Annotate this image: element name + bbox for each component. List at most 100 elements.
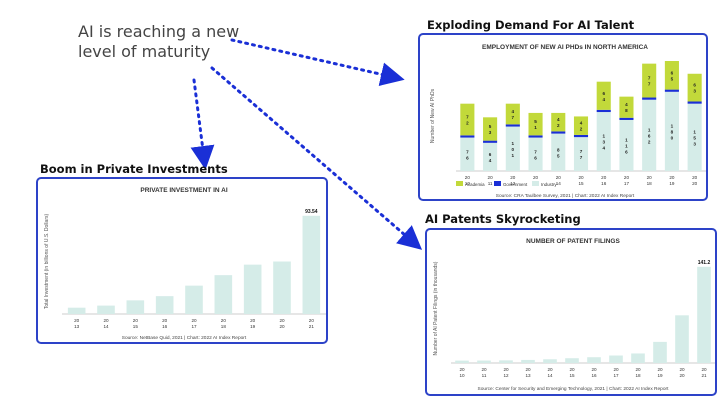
legend-label: Academia [465, 182, 485, 187]
data-label-digit: 7 [512, 115, 515, 120]
bar [631, 353, 645, 363]
bar-government [528, 135, 543, 138]
x-tick-label: 20 [692, 181, 698, 186]
data-label-digit: 3 [489, 130, 492, 135]
bar-academia [460, 103, 475, 136]
x-tick-label: 21 [701, 373, 707, 378]
bar [67, 307, 86, 314]
x-tick-label: 17 [613, 373, 619, 378]
legend-label: Industry [541, 182, 557, 187]
x-tick-label: 18 [635, 373, 641, 378]
x-tick-label: 20 [657, 367, 663, 372]
x-tick-label: 11 [482, 373, 487, 378]
data-label-digit: 7 [648, 82, 651, 87]
x-tick-label: 18 [647, 181, 653, 186]
data-label-digit: 7 [648, 76, 651, 81]
bar [609, 355, 623, 363]
data-label-digit: 4 [602, 97, 605, 102]
bar [214, 275, 233, 314]
x-tick-label: 20 [624, 175, 630, 180]
x-tick-label: 14 [547, 373, 553, 378]
data-label-digit: 6 [489, 152, 492, 157]
arrow-to-talent [230, 38, 405, 87]
data-label-digit: 6 [648, 133, 651, 138]
chart-title: PRIVATE INVESTMENT IN AI [140, 187, 227, 194]
x-tick-label: 10 [459, 373, 465, 378]
x-tick-label: 17 [624, 181, 630, 186]
data-label-digit: 8 [671, 129, 674, 134]
bar-industry [573, 137, 589, 171]
data-label-digit: 2 [557, 123, 560, 128]
data-label-digit: 1 [625, 143, 628, 148]
bar-industry [528, 137, 543, 171]
bar-academia [619, 96, 634, 118]
x-tick-label: 20 [635, 367, 641, 372]
data-label-digit: 1 [625, 137, 628, 142]
x-tick-label: 20 [510, 175, 516, 180]
data-label-digit: 7 [580, 149, 583, 154]
bar-academia [664, 61, 679, 90]
bar-government [664, 89, 679, 92]
data-label-digit: 1 [602, 134, 605, 139]
x-tick-label: 20 [250, 318, 256, 323]
x-tick-label: 16 [601, 181, 607, 186]
section-title-talent: Exploding Demand For AI Talent [427, 18, 635, 32]
bar [185, 285, 203, 314]
x-tick-label: 14 [103, 324, 109, 329]
bar-academia [573, 116, 589, 135]
arrow-to-investments [190, 78, 215, 170]
x-tick-label: 20 [547, 367, 553, 372]
x-tick-label: 12 [510, 181, 516, 186]
x-tick-label: 20 [309, 318, 315, 323]
y-axis-label: Number of AI Patent Filings (in thousand… [433, 261, 439, 355]
chart-title: EMPLOYMENT OF NEW AI PHDs IN NORTH AMERI… [482, 44, 648, 51]
data-label-digit: 3 [602, 140, 605, 145]
x-tick-label: 20 [647, 175, 653, 180]
bar-industry [505, 126, 520, 171]
x-tick-label: 20 [692, 175, 698, 180]
x-tick-label: 20 [701, 367, 707, 372]
data-label-digit: 4 [557, 117, 560, 122]
bar-academia [642, 63, 657, 98]
x-tick-label: 20 [569, 367, 575, 372]
legend-label: Government [503, 182, 528, 187]
bar-industry [664, 91, 679, 171]
x-tick-label: 20 [162, 318, 168, 323]
x-tick-label: 15 [578, 181, 584, 186]
data-label-digit: 4 [602, 146, 605, 151]
x-tick-label: 20 [669, 175, 675, 180]
data-label-digit: 5 [489, 124, 492, 129]
data-label-digit: 8 [625, 108, 628, 113]
data-label-digit: 6 [534, 155, 537, 160]
bar [675, 315, 689, 363]
data-label-digit: 2 [580, 127, 583, 132]
data-label-digit: 0 [512, 147, 515, 152]
data-label-digit: 6 [625, 149, 628, 154]
bar [543, 359, 557, 363]
data-label-digit: 5 [671, 76, 674, 81]
data-label-digit: 6 [466, 155, 469, 160]
bar [587, 357, 601, 363]
section-title-investments: Boom in Private Investments [40, 162, 228, 176]
bar-academia [505, 103, 520, 125]
bar-government [460, 135, 475, 138]
chart-patents: NUMBER OF PATENT FILINGS Number of AI Pat… [433, 238, 715, 392]
bar-government [619, 117, 634, 120]
bar-industry [483, 142, 498, 171]
x-tick-label: 20 [488, 175, 494, 180]
data-label-digit: 0 [671, 135, 674, 140]
chart-source: Source: NetBase Quid, 2021 | Chart: 2022… [122, 335, 247, 341]
data-label-digit: 1 [693, 129, 696, 134]
x-tick-label: 12 [503, 373, 509, 378]
x-tick-label: 16 [162, 324, 168, 329]
bar [302, 215, 321, 314]
bar-government [505, 124, 520, 127]
x-tick-label: 20 [533, 175, 539, 180]
x-tick-label: 20 [556, 175, 562, 180]
x-tick-label: 19 [657, 373, 663, 378]
bar [243, 264, 262, 314]
data-label-digit: 3 [693, 89, 696, 94]
x-tick-label: 20 [103, 318, 109, 323]
data-label-digit: 1 [512, 153, 515, 158]
